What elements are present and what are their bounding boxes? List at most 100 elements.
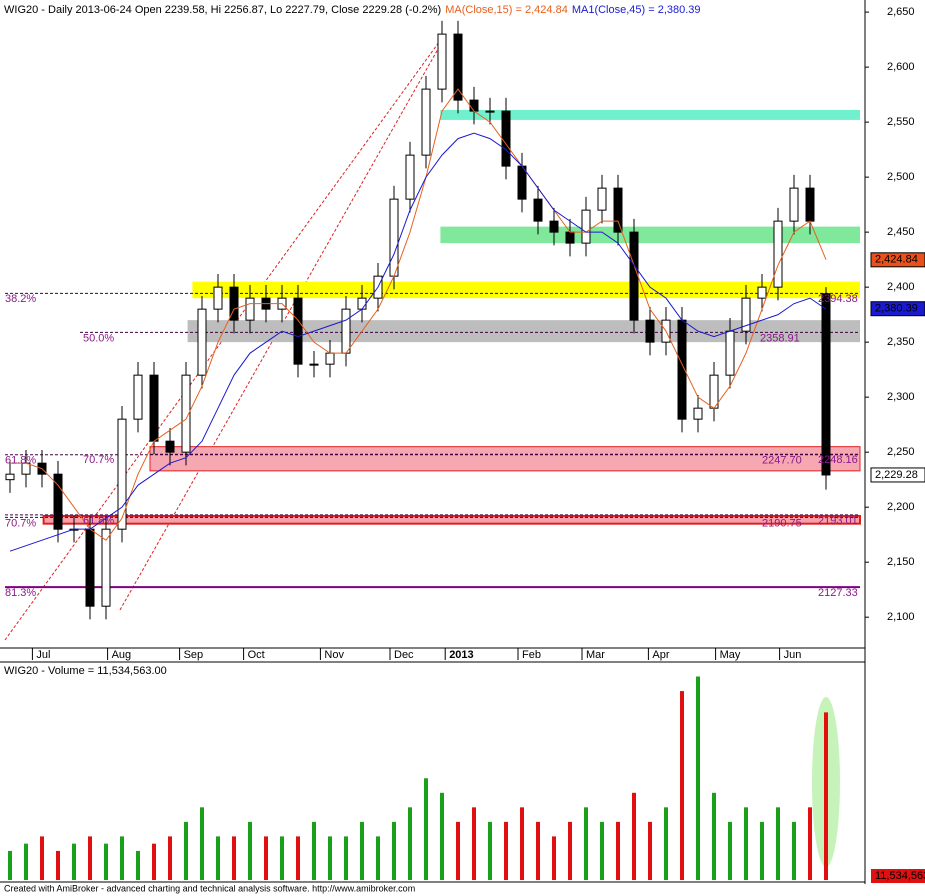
candle-body bbox=[453, 33, 463, 101]
chart-title: WIG20 - Daily 2013-06-24 Open 2239.58, H… bbox=[4, 4, 701, 16]
x-tick-label: 2013 bbox=[449, 649, 473, 661]
volume-bar bbox=[88, 836, 92, 880]
candle-body bbox=[741, 297, 751, 332]
volume-bar bbox=[440, 792, 444, 880]
candle-body bbox=[629, 231, 639, 321]
candle-body bbox=[581, 209, 591, 244]
candle-body bbox=[693, 407, 703, 420]
candle-body bbox=[645, 319, 655, 343]
legend-entry: MA1(Close,45) = 2,380.39 bbox=[572, 4, 701, 16]
level-value: 2193.01 bbox=[818, 515, 858, 527]
last-value-label: 2,380.39 bbox=[875, 303, 918, 315]
last-value-box bbox=[870, 301, 925, 317]
last-value-box bbox=[870, 467, 925, 483]
zone bbox=[187, 320, 861, 343]
candle-body bbox=[181, 374, 191, 453]
volume-bar bbox=[72, 843, 76, 880]
volume-bar bbox=[296, 836, 300, 880]
candle-body bbox=[709, 374, 719, 409]
x-tick-label: Sep bbox=[184, 649, 204, 661]
candle-body bbox=[229, 286, 239, 321]
volume-bar bbox=[552, 836, 556, 880]
volume-bar bbox=[168, 836, 172, 880]
volume-bar bbox=[696, 676, 700, 880]
volume-bar bbox=[248, 821, 252, 880]
volume-bar bbox=[200, 807, 204, 880]
volume-bar bbox=[136, 850, 140, 880]
volume-bar bbox=[456, 821, 460, 880]
level-pct: 61.8% bbox=[5, 455, 36, 467]
x-tick-label: Jul bbox=[36, 649, 50, 661]
candle-body bbox=[53, 473, 63, 530]
candle-body bbox=[789, 187, 799, 222]
volume-bar bbox=[264, 836, 268, 880]
x-tick-label: Feb bbox=[522, 649, 541, 661]
candle-body bbox=[613, 187, 623, 233]
volume-bar bbox=[24, 843, 28, 880]
candle-body bbox=[213, 286, 223, 310]
ma-line bbox=[9, 132, 827, 552]
candle-body bbox=[341, 308, 351, 354]
zone bbox=[440, 226, 860, 244]
volume-bar bbox=[40, 836, 44, 880]
candle-body bbox=[501, 110, 511, 167]
volume-bar bbox=[520, 807, 524, 880]
candle-body bbox=[85, 528, 95, 607]
y-tick-label: 2,100 bbox=[887, 611, 915, 623]
volume-bar bbox=[424, 778, 428, 880]
volume-bar bbox=[568, 821, 572, 880]
level-value: 2190.75 bbox=[762, 517, 802, 529]
candle-body bbox=[533, 198, 543, 222]
volume-bar bbox=[472, 807, 476, 880]
candle-body bbox=[725, 330, 735, 376]
y-tick-label: 2,200 bbox=[887, 501, 915, 513]
candle-body bbox=[405, 154, 415, 200]
volume-bar bbox=[360, 821, 364, 880]
x-tick-label: Nov bbox=[324, 649, 344, 661]
volume-bar bbox=[616, 821, 620, 880]
x-tick-label: Mar bbox=[586, 649, 605, 661]
candle-body bbox=[293, 297, 303, 365]
x-tick-label: Oct bbox=[248, 649, 265, 661]
volume-bar bbox=[648, 821, 652, 880]
candle-body bbox=[549, 220, 559, 233]
volume-bar bbox=[232, 836, 236, 880]
volume-bar bbox=[216, 836, 220, 880]
volume-bar bbox=[56, 850, 60, 880]
candle-body bbox=[757, 286, 767, 299]
volume-bar bbox=[312, 821, 316, 880]
candle-body bbox=[197, 308, 207, 376]
volume-bar bbox=[760, 821, 764, 880]
candle-body bbox=[309, 363, 319, 366]
level-value: 2248.16 bbox=[818, 454, 858, 466]
candle-body bbox=[165, 440, 175, 453]
volume-bar bbox=[8, 850, 12, 880]
volume-bar bbox=[632, 792, 636, 880]
volume-bar bbox=[584, 807, 588, 880]
candle-body bbox=[245, 297, 255, 321]
level-pct: 50.0% bbox=[83, 332, 114, 344]
zone bbox=[192, 281, 860, 299]
volume-bar bbox=[120, 836, 124, 880]
y-tick-label: 2,250 bbox=[887, 446, 915, 458]
zone bbox=[149, 446, 861, 472]
candle-body bbox=[133, 374, 143, 420]
last-volume-label: 11,534,563 bbox=[875, 870, 925, 882]
x-tick-label: May bbox=[720, 649, 741, 661]
level-value: 2127.33 bbox=[818, 587, 858, 599]
candle-body bbox=[565, 231, 575, 244]
y-tick-label: 2,550 bbox=[887, 116, 915, 128]
y-tick-label: 2,350 bbox=[887, 336, 915, 348]
volume-bar bbox=[824, 712, 828, 880]
level-pct: 61.8% bbox=[83, 515, 114, 527]
last-value-box bbox=[870, 252, 925, 268]
candle-body bbox=[773, 220, 783, 288]
candle-body bbox=[517, 165, 527, 200]
volume-bar bbox=[664, 807, 668, 880]
volume-bar bbox=[408, 807, 412, 880]
volume-bar bbox=[280, 836, 284, 880]
candle-body bbox=[805, 187, 815, 222]
level-value: 2358.91 bbox=[760, 332, 800, 344]
y-tick-label: 2,150 bbox=[887, 556, 915, 568]
y-tick-label: 2,600 bbox=[887, 61, 915, 73]
